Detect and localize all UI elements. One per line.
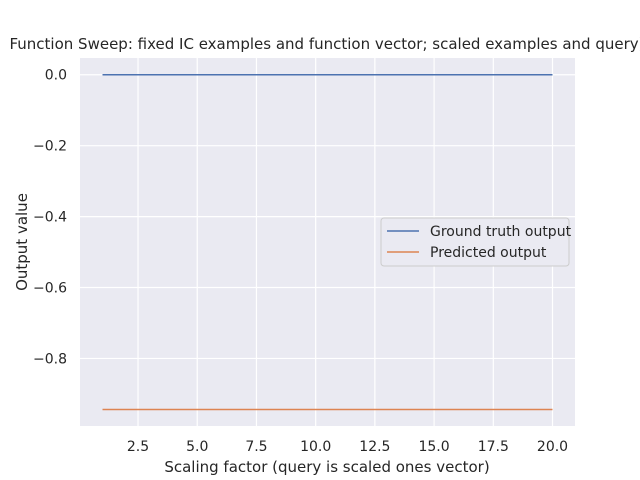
x-axis-label: Scaling factor (query is scaled ones vec… [164,458,489,476]
legend-label-predicted: Predicted output [430,245,547,261]
y-tick-label: −0.2 [33,139,67,155]
series-lines [102,73,553,411]
y-tick-label: 0.0 [45,68,67,84]
x-tick-label: 2.5 [127,439,149,455]
legend-label-ground-truth: Ground truth output [430,224,572,240]
x-tick-label: 5.0 [186,439,208,455]
x-tick-label: 12.5 [359,439,390,455]
legend: Ground truth output Predicted output [380,217,572,267]
x-tick-label: 20.0 [537,439,568,455]
y-tick-label: −0.6 [33,281,67,297]
y-tick-label: −0.4 [33,210,67,226]
x-tick-label: 10.0 [300,439,331,455]
x-tick-label: 17.5 [478,439,509,455]
chart-title: Function Sweep: fixed IC examples and fu… [9,35,640,53]
y-axis-label: Output value [13,193,31,291]
tick-labels: 2.5 5.0 7.5 10.0 12.5 15.0 17.5 20.0 0.0 −0.2 −0.4… [33,68,568,455]
y-tick-label: −0.8 [33,351,67,367]
legend-box [380,217,570,267]
x-tick-label: 7.5 [245,439,267,455]
x-tick-label: 15.0 [418,439,449,455]
